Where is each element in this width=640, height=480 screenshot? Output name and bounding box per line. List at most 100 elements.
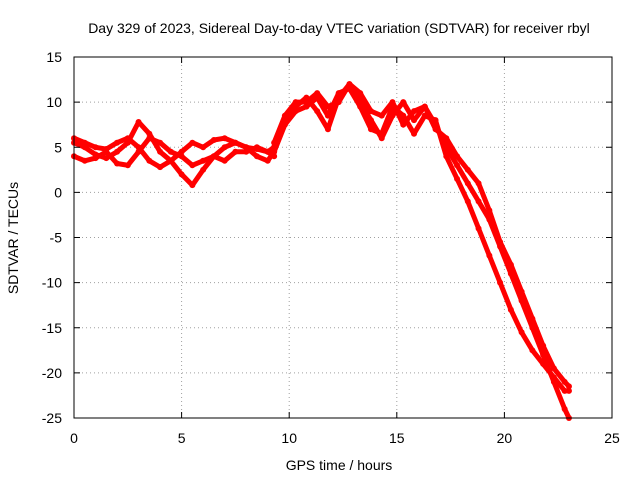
- data-point: [324, 112, 331, 119]
- data-point: [411, 108, 418, 115]
- data-point: [443, 135, 450, 142]
- data-point: [518, 288, 525, 295]
- data-point: [221, 144, 228, 151]
- data-point: [561, 378, 568, 385]
- data-point: [346, 81, 353, 88]
- y-tick-label: 10: [46, 94, 62, 110]
- data-point: [518, 329, 525, 336]
- data-point: [221, 135, 228, 142]
- y-tick-label: -20: [42, 365, 62, 381]
- data-point: [367, 108, 374, 115]
- data-point: [200, 157, 207, 164]
- y-tick-label: 15: [46, 49, 62, 65]
- data-point: [507, 306, 514, 313]
- data-point: [271, 153, 278, 160]
- data-point: [303, 99, 310, 106]
- data-point: [357, 103, 364, 110]
- data-point: [146, 130, 153, 137]
- data-point: [454, 175, 461, 182]
- series-track-6: [271, 81, 572, 390]
- data-point: [529, 315, 536, 322]
- series-track-3: [71, 135, 278, 171]
- data-point: [167, 148, 174, 155]
- data-point: [92, 155, 99, 162]
- data-point: [443, 153, 450, 160]
- data-point: [210, 137, 217, 144]
- data-point: [464, 166, 471, 173]
- data-point: [189, 139, 196, 146]
- data-point: [314, 108, 321, 115]
- data-point: [454, 153, 461, 160]
- data-point: [81, 139, 88, 146]
- data-point: [540, 360, 547, 367]
- data-point: [400, 99, 407, 106]
- data-point: [135, 144, 142, 151]
- data-point: [432, 126, 439, 133]
- data-point: [378, 135, 385, 142]
- data-point: [114, 139, 121, 146]
- data-point: [400, 121, 407, 128]
- data-point: [210, 153, 217, 160]
- series-layer: [71, 81, 572, 421]
- data-point: [324, 103, 331, 110]
- data-point: [464, 198, 471, 205]
- data-point: [357, 90, 364, 97]
- x-axis-title: GPS time / hours: [286, 457, 393, 473]
- data-point: [92, 144, 99, 151]
- grid-layer: [74, 57, 612, 418]
- data-point: [497, 279, 504, 286]
- data-point: [221, 157, 228, 164]
- data-point: [189, 162, 196, 169]
- data-point: [124, 135, 131, 142]
- series-track-5: [271, 85, 572, 394]
- data-point: [378, 112, 385, 119]
- data-point: [561, 387, 568, 394]
- data-point: [540, 342, 547, 349]
- data-point: [200, 166, 207, 173]
- x-tick-label: 10: [281, 430, 297, 446]
- data-point: [253, 146, 260, 153]
- data-point: [81, 157, 88, 164]
- y-tick-label: -25: [42, 410, 62, 426]
- data-point: [475, 198, 482, 205]
- data-point: [124, 162, 131, 169]
- data-point: [486, 252, 493, 259]
- x-tick-label: 0: [70, 430, 78, 446]
- y-tick-label: 0: [54, 184, 62, 200]
- data-point: [378, 130, 385, 137]
- data-point: [281, 112, 288, 119]
- data-point: [114, 148, 121, 155]
- data-point: [454, 162, 461, 169]
- y-tick-label: -5: [50, 230, 63, 246]
- data-point: [550, 374, 557, 381]
- data-point: [189, 182, 196, 189]
- x-tick-label: 25: [604, 430, 620, 446]
- data-point: [421, 103, 428, 110]
- data-point: [178, 171, 185, 178]
- data-point: [264, 148, 271, 155]
- y-tick-label: -10: [42, 275, 62, 291]
- data-point: [335, 90, 342, 97]
- chart-title: Day 329 of 2023, Sidereal Day-to-day VTE…: [88, 20, 590, 36]
- data-point: [157, 148, 164, 155]
- data-point: [271, 139, 278, 146]
- x-tick-label: 20: [497, 430, 513, 446]
- data-point: [314, 90, 321, 97]
- data-point: [529, 347, 536, 354]
- data-point: [565, 387, 572, 394]
- y-tick-label: 5: [54, 139, 62, 155]
- data-point: [475, 180, 482, 187]
- y-tick-label: -15: [42, 320, 62, 336]
- data-point: [114, 160, 121, 167]
- data-point: [475, 225, 482, 232]
- data-point: [243, 144, 250, 151]
- data-point: [486, 207, 493, 214]
- data-point: [264, 157, 271, 164]
- data-point: [157, 164, 164, 171]
- data-point: [146, 135, 153, 142]
- data-point: [178, 148, 185, 155]
- data-point: [324, 126, 331, 133]
- data-point: [411, 117, 418, 124]
- data-point: [232, 148, 239, 155]
